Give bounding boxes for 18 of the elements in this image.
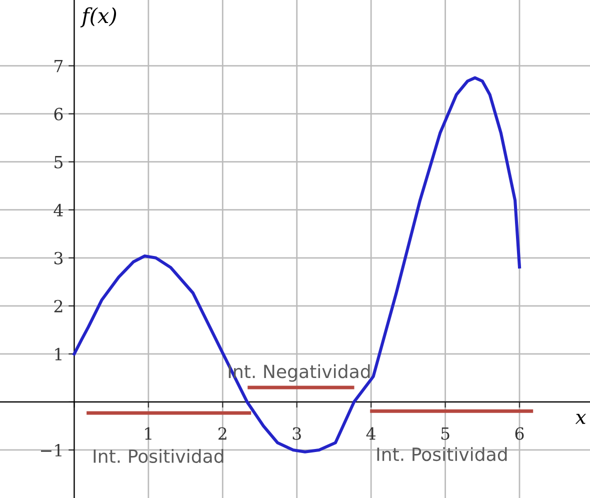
- x-axis-title: x: [575, 414, 586, 424]
- annotation: Int. Positividad: [377, 447, 507, 462]
- annotation: Int. Positividad: [94, 449, 224, 463]
- y-tick-label: 3: [54, 252, 63, 264]
- x-tick-label: 5: [441, 427, 450, 440]
- x-tick-label: 4: [366, 427, 376, 440]
- y-tick-label: −1: [40, 444, 62, 456]
- y-axis-title: f(x): [80, 7, 116, 28]
- y-tick-label: 5: [54, 156, 63, 168]
- x-tick-label: 6: [515, 427, 524, 440]
- x-tick-label: 2: [218, 427, 226, 440]
- x-tick-label: 3: [292, 427, 301, 440]
- y-tick-label: 7: [54, 60, 63, 72]
- x-tick-label: 1: [145, 427, 152, 440]
- y-tick-label: 1: [55, 348, 62, 360]
- y-tick-label: 4: [54, 204, 63, 216]
- y-tick-label: 6: [54, 108, 63, 120]
- y-tick-label: 2: [54, 300, 62, 312]
